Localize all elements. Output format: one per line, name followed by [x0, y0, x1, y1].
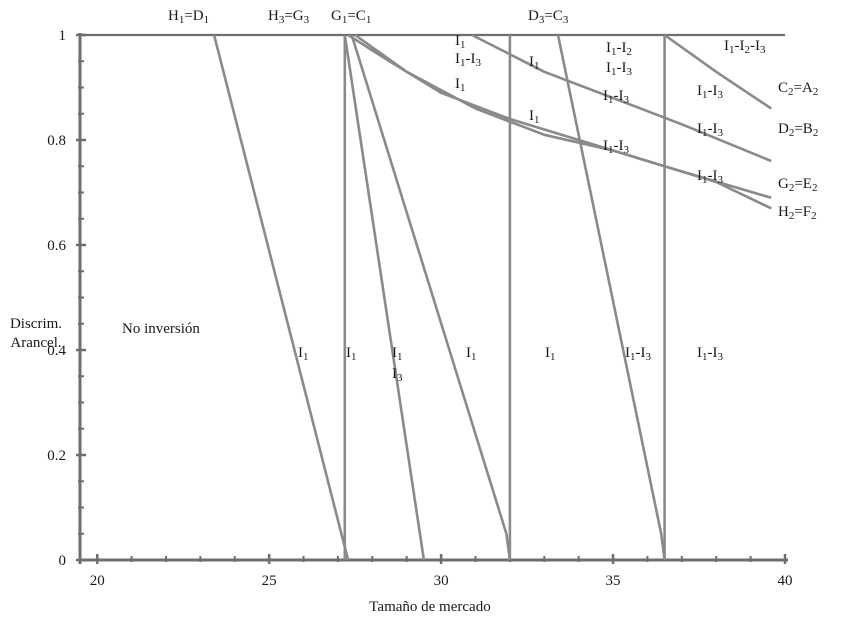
- region-i1-over-i3: I1: [392, 345, 403, 363]
- y-tick-label: 0.2: [47, 448, 66, 464]
- region-i1: I1: [455, 33, 466, 51]
- region-i1: I1: [346, 345, 357, 363]
- region-i1: I1: [455, 76, 466, 94]
- y-tick-label: 0: [59, 553, 67, 569]
- y-axis-title-line2: Arancel.: [10, 335, 61, 351]
- region-i1-i3: I1-I3: [697, 121, 724, 139]
- boundary-d3c3-diag: [556, 34, 666, 561]
- axes: 20 25 30 35 40 0 0.2 0.4 0.6 0.8 1: [47, 28, 792, 589]
- region-i1: I1: [529, 108, 540, 126]
- region-i1-i3: I1-I3: [603, 88, 630, 106]
- top-label-G1: G1=C1: [331, 8, 371, 26]
- y-tick-label: 1: [59, 28, 67, 44]
- y-axis-title-line1: Discrim.: [10, 316, 62, 332]
- region-i1-i3: I1-I3: [455, 51, 482, 69]
- region-i1-i2-i3: I1-I2-I3: [724, 38, 766, 56]
- top-label-D3: D3=C3: [528, 8, 569, 26]
- region-i1: I1: [545, 345, 556, 363]
- region-i1-i3: I1-I3: [606, 60, 633, 78]
- boundary-lines: [212, 34, 666, 561]
- right-label-C2: C2=A2: [778, 80, 818, 98]
- curve-d2b2: [471, 33, 772, 163]
- boundary-h1d1: [212, 34, 350, 561]
- x-tick-label: 35: [606, 573, 621, 589]
- y-tick-label: 0.8: [47, 133, 66, 149]
- x-tick-label: 40: [778, 573, 793, 589]
- region-i1-i3: I1-I3: [697, 83, 724, 101]
- region-i1: I1: [529, 54, 540, 72]
- region-i1-i2: I1-I2: [606, 40, 632, 58]
- threshold-curves: [347, 33, 772, 210]
- top-label-H1: H1=D1: [168, 8, 209, 26]
- y-tick-label: 0.4: [47, 343, 66, 359]
- right-label-H2: H2=F2: [778, 204, 817, 222]
- top-label-H3: H3=G3: [268, 8, 310, 26]
- x-tick-label: 20: [90, 573, 105, 589]
- right-label-D2: D2=B2: [778, 121, 818, 139]
- y-tick-label: 0.6: [47, 238, 66, 254]
- region-no-inversion: No inversión: [122, 321, 200, 337]
- region-i1-i3: I1-I3: [603, 138, 630, 156]
- right-label-G2: G2=E2: [778, 176, 817, 194]
- region-i1: I1: [298, 345, 309, 363]
- curve-h2f2: [347, 33, 772, 210]
- x-axis-title: Tamaño de mercado: [369, 599, 490, 615]
- x-tick-label: 25: [262, 573, 277, 589]
- x-tick-label: 30: [434, 573, 449, 589]
- boundary-h3g3-diag: [343, 34, 426, 561]
- labels: H1=D1 H3=G3 G1=C1 D3=C3 C2=A2 D2=B2 G2=E2 H2=F2…: [122, 8, 818, 384]
- region-i1: I1: [466, 345, 477, 363]
- region-i1-i3: I1-I3: [625, 345, 652, 363]
- region-i3: I3: [392, 366, 403, 384]
- region-i1-i3: I1-I3: [697, 168, 724, 186]
- region-i1-i3: I1-I3: [697, 345, 724, 363]
- curve-c2a2: [663, 33, 772, 110]
